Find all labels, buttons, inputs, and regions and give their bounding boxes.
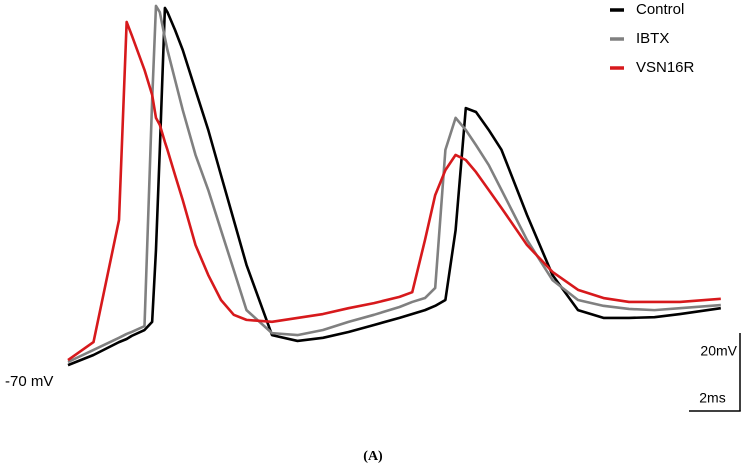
- trace: [67, 6, 721, 367]
- baseline-label: -70 mV: [5, 373, 53, 390]
- trace: [67, 20, 721, 362]
- scale-bar-y-label: 20mV: [700, 343, 737, 359]
- caption: (A): [363, 449, 383, 464]
- legend-label: VSN16R: [636, 59, 695, 76]
- scale-bar-x-label: 2ms: [699, 390, 725, 406]
- legend-label: Control: [636, 1, 684, 18]
- legend-label: IBTX: [636, 30, 669, 47]
- trace: [67, 4, 721, 364]
